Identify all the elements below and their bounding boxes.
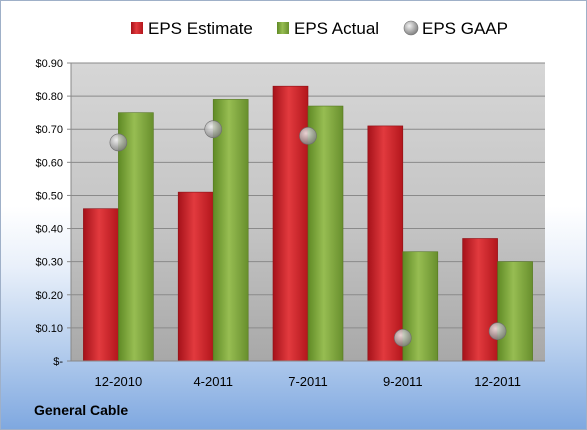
- gaap-marker: [299, 127, 317, 145]
- estimate-bar: [177, 191, 214, 362]
- x-category-label: 4-2011: [193, 374, 233, 389]
- y-axis: $- $0.10 $0.20 $0.30 $0.40 $0.50 $0.60 $0.70 $0.…: [35, 58, 72, 368]
- y-tick-label: $0.50: [35, 190, 63, 202]
- y-tick-label: $0.30: [35, 257, 63, 269]
- legend-swatch: [403, 20, 419, 36]
- gaap-marker: [393, 329, 412, 347]
- y-tick-label: $0.20: [35, 290, 63, 302]
- y-tick-label: $0.90: [35, 58, 63, 70]
- bars: [83, 85, 533, 362]
- gaap-markers: [109, 120, 507, 347]
- y-tick-label: $0.40: [35, 224, 63, 236]
- estimate-bar: [272, 85, 309, 362]
- actual-bar: [307, 105, 344, 362]
- estimate-bar: [462, 238, 498, 362]
- estimate-bar: [83, 208, 119, 362]
- y-tick-label: $0.10: [35, 323, 63, 335]
- gaap-marker: [204, 120, 222, 139]
- x-category-label: 7-2011: [288, 374, 328, 389]
- legend-label: EPS Actual: [294, 19, 379, 38]
- x-axis: 12-2010 4-2011 7-2011 9-2011 12-2011: [71, 360, 545, 389]
- actual-bar: [118, 112, 154, 362]
- y-tick-label: $-: [53, 356, 63, 368]
- x-category-label: 9-2011: [383, 374, 423, 389]
- actual-bar: [212, 99, 249, 362]
- x-category-label: 12-2011: [474, 374, 521, 389]
- x-category-label: 12-2010: [95, 374, 143, 389]
- legend-label: EPS Estimate: [148, 19, 253, 38]
- company-name: General Cable: [34, 402, 129, 418]
- y-tick-label: $0.80: [35, 91, 63, 103]
- y-tick-label: $0.60: [35, 157, 63, 169]
- y-tick-label: $0.70: [35, 124, 63, 136]
- legend: EPS Estimate EPS Actual EPS GAAP: [131, 19, 508, 38]
- gaap-marker: [109, 133, 128, 152]
- legend-swatch: [277, 22, 289, 34]
- legend-label: EPS GAAP: [422, 19, 508, 38]
- legend-swatch: [131, 22, 143, 34]
- actual-bar: [402, 251, 439, 362]
- gaap-marker: [488, 322, 507, 341]
- actual-bar: [497, 261, 533, 362]
- estimate-bar: [367, 125, 404, 362]
